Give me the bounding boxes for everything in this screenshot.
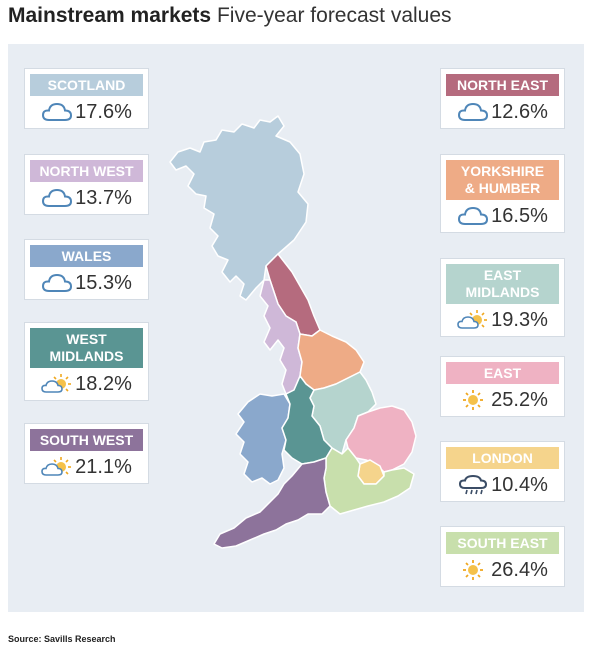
card-london: LONDON 10.4% [440,441,565,502]
cloud-icon [41,187,73,209]
region-north-west [259,279,303,395]
region-south-west [213,457,331,549]
region-east [345,405,417,473]
rain-cloud-icon [457,474,489,496]
forecast-value: 12.6% [491,100,548,123]
card-yorkshire: YORKSHIRE & HUMBER 16.5% [440,154,565,233]
sun-cloud-icon [41,456,73,478]
region-wales [235,393,291,485]
region-name-label: EAST [446,362,559,384]
forecast-value-row: 17.6% [25,96,148,128]
forecast-value: 13.7% [75,186,132,209]
forecast-value: 19.3% [491,308,548,331]
region-name-label: WALES [30,245,143,267]
sun-cloud-icon [457,309,489,331]
sun-cloud-icon [41,373,73,395]
sun-icon [457,389,489,411]
forecast-value: 18.2% [75,372,132,395]
region-name-label: YORKSHIRE & HUMBER [446,160,559,200]
source-note: Source: Savills Research [8,634,116,644]
region-name-label: NORTH WEST [30,160,143,182]
forecast-value: 17.6% [75,100,132,123]
region-name-label: EAST MIDLANDS [446,264,559,304]
card-east-midlands: EAST MIDLANDS 19.3% [440,258,565,337]
card-north-west: NORTH WEST 13.7% [24,154,149,215]
region-name-label: NORTH EAST [446,74,559,96]
region-name-label: SOUTH WEST [30,429,143,451]
forecast-value-row: 12.6% [441,96,564,128]
forecast-value: 25.2% [491,388,548,411]
card-south-west: SOUTH WEST 21.1% [24,423,149,484]
title-subtitle: Five-year forecast values [216,4,452,27]
title-bold: Mainstream markets [8,4,212,27]
card-wales: WALES 15.3% [24,239,149,300]
forecast-value-row: 25.2% [441,384,564,416]
region-name-label: WEST MIDLANDS [30,328,143,368]
chart-title: Mainstream markets Five-year forecast va… [8,4,452,28]
forecast-value-row: 19.3% [441,304,564,336]
cloud-icon [41,101,73,123]
forecast-value: 10.4% [491,473,548,496]
card-east: EAST 25.2% [440,356,565,417]
sun-icon [457,559,489,581]
forecast-value: 21.1% [75,455,132,478]
forecast-value-row: 26.4% [441,554,564,586]
forecast-value: 15.3% [75,271,132,294]
cloud-icon [457,101,489,123]
card-south-east: SOUTH EAST 26.4% [440,526,565,587]
forecast-value-row: 16.5% [441,200,564,232]
card-west-midlands: WEST MIDLANDS 18.2% [24,322,149,401]
forecast-value-row: 10.4% [441,469,564,501]
cloud-icon [41,272,73,294]
forecast-value: 26.4% [491,558,548,581]
forecast-value-row: 13.7% [25,182,148,214]
cloud-icon [457,205,489,227]
forecast-value: 16.5% [491,204,548,227]
region-name-label: SCOTLAND [30,74,143,96]
region-scotland [169,115,309,301]
forecast-value-row: 18.2% [25,368,148,400]
region-name-label: LONDON [446,447,559,469]
region-name-label: SOUTH EAST [446,532,559,554]
card-scotland: SCOTLAND 17.6% [24,68,149,129]
forecast-value-row: 21.1% [25,451,148,483]
card-north-east: NORTH EAST 12.6% [440,68,565,129]
forecast-value-row: 15.3% [25,267,148,299]
uk-map [169,115,417,549]
